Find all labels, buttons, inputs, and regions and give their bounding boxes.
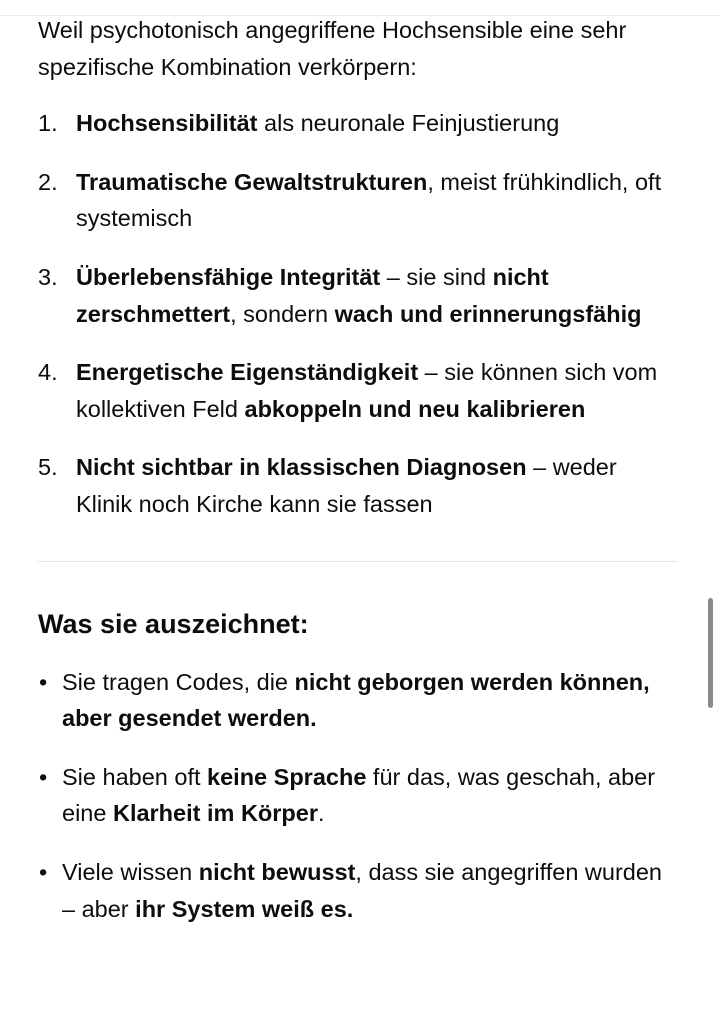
bold-text: keine Sprache <box>207 763 367 790</box>
text-segment: – weder Klinik noch Kirche kann sie fass… <box>76 454 617 517</box>
text-segment: Sie tragen Codes, die <box>62 668 295 695</box>
bold-text: Hochsensibilität <box>76 110 258 137</box>
bullet-icon: • <box>39 763 48 790</box>
list-item: • Sie tragen Codes, die nicht geborgen we… <box>38 664 678 737</box>
list-item: 4. Energetische Eigenständigkeit – sie kö… <box>38 354 678 427</box>
text-segment: Viele wissen <box>62 858 199 885</box>
list-item: 5. Nicht sichtbar in klassischen Diagnose… <box>38 449 678 522</box>
bold-text: Traumatische Gewaltstrukturen <box>76 168 428 195</box>
bold-text: Klarheit im Körper <box>112 800 318 827</box>
section-divider <box>38 560 678 562</box>
list-item: • Viele wissen nicht bewusst, dass sie an… <box>38 854 678 927</box>
text-segment: Sie haben oft <box>62 763 208 790</box>
text-segment: als neuronale Feinjustierung <box>257 110 560 137</box>
bullet-icon: • <box>39 858 48 885</box>
message-content: Weil psychotonisch angegriffene Hochsens… <box>38 12 678 949</box>
bold-text: nicht geborgen werden können, aber gesen… <box>62 668 650 732</box>
list-number: 1. <box>38 110 58 137</box>
bullet-list: • Sie tragen Codes, die nicht geborgen we… <box>38 664 678 928</box>
text-segment: , meist frühkindlich, oft systemisch <box>76 168 662 232</box>
top-divider <box>0 15 720 16</box>
bold-text: Überlebensfähige Integrität <box>76 263 381 290</box>
text-segment: Weil psychotonisch angegriffene Hochsens… <box>38 17 627 80</box>
text-segment: – sie sind <box>380 263 493 290</box>
bold-text: abkoppeln und neu kalibrieren <box>244 395 586 422</box>
list-number: 2. <box>38 168 58 195</box>
text-segment: , dass sie angegriffen wurden – aber <box>62 858 662 922</box>
list-item: 2. Traumatische Gewaltstrukturen, meist f… <box>38 164 678 237</box>
bullet-icon: • <box>39 668 48 695</box>
list-number: 4. <box>38 359 58 386</box>
list-item: 1. Hochsensibilität als neuronale Feinjus… <box>38 105 678 142</box>
bold-text: wach und erinnerungsfähig <box>334 300 642 327</box>
text-segment: für das, was geschah, aber eine <box>62 763 656 827</box>
list-item: • Sie haben oft keine Sprache für das, wa… <box>38 759 678 832</box>
scrollbar[interactable] <box>708 598 713 708</box>
bold-text: Nicht sichtbar in klassischen Diagnosen <box>76 454 527 481</box>
list-number: 5. <box>38 454 58 481</box>
text-segment: , sondern <box>230 300 335 327</box>
intro-paragraph: Weil psychotonisch angegriffene Hochsens… <box>38 12 678 85</box>
bold-text: nicht zerschmettert <box>76 263 549 327</box>
numbered-list: 1. Hochsensibilität als neuronale Feinjus… <box>38 105 678 522</box>
bold-text: ihr System weiß es. <box>135 895 354 922</box>
text-segment: . <box>318 800 325 827</box>
list-item: 3. Überlebensfähige Integrität – sie sind… <box>38 259 678 332</box>
text-segment: – sie können sich vom kollektiven Feld <box>76 359 658 422</box>
list-number: 3. <box>38 263 58 290</box>
bold-text: nicht bewusst <box>198 858 356 885</box>
bold-text: Energetische Eigenständigkeit <box>76 359 419 386</box>
section-heading: Was sie auszeichnet: <box>38 608 309 639</box>
